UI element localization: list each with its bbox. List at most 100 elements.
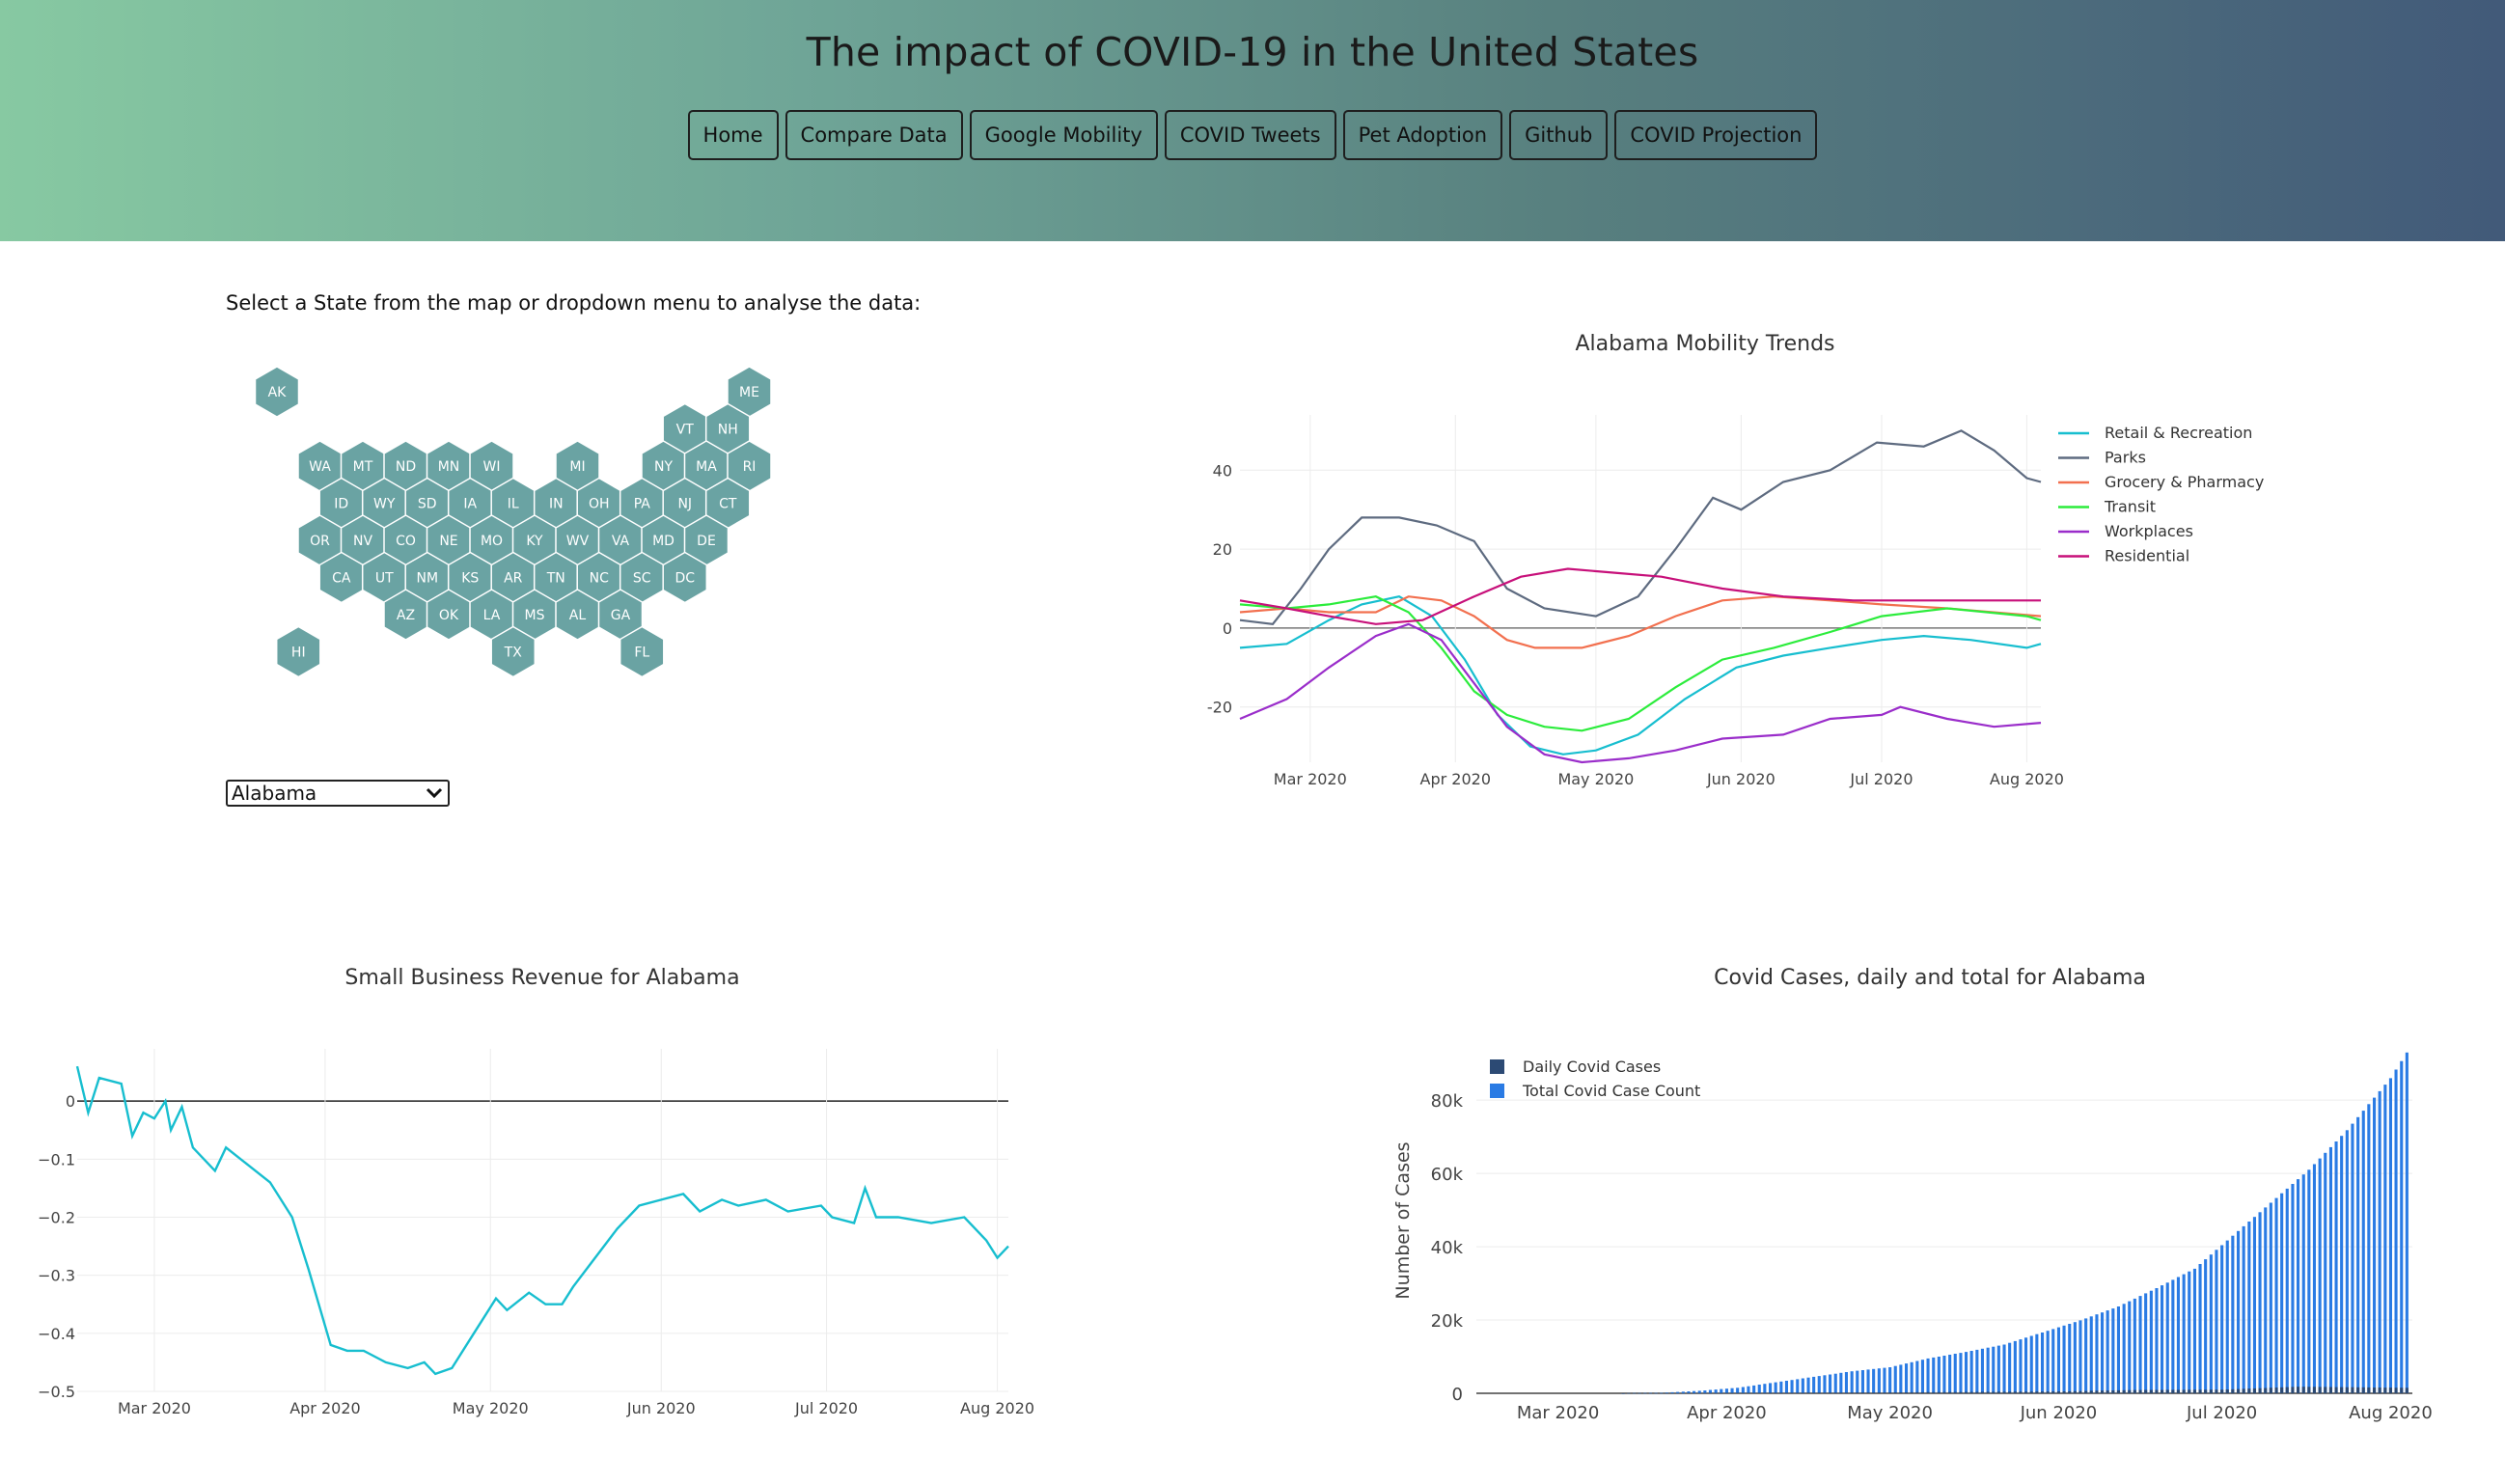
- hex-state-label: PA: [634, 497, 651, 512]
- hex-state-de[interactable]: DE: [683, 514, 729, 566]
- total-case-bar: [2345, 1130, 2349, 1393]
- total-case-bar: [2084, 1318, 2088, 1393]
- total-case-bar: [1959, 1353, 1963, 1393]
- daily-case-bar: [2285, 1387, 2289, 1393]
- hex-state-label: VA: [612, 534, 630, 549]
- hex-state-label: NC: [590, 571, 609, 587]
- hex-state-ri[interactable]: RI: [727, 440, 772, 492]
- hex-state-label: ID: [334, 497, 348, 512]
- total-case-bar: [2144, 1293, 2148, 1393]
- legend-swatch: [1490, 1059, 1504, 1074]
- daily-case-bar: [2291, 1387, 2295, 1393]
- daily-case-bar: [2106, 1390, 2109, 1393]
- hex-state-label: AK: [268, 385, 288, 400]
- total-case-bar: [2242, 1225, 2245, 1393]
- hex-state-nj[interactable]: NJ: [662, 477, 708, 530]
- total-case-bar: [2356, 1116, 2360, 1393]
- state-dropdown-value: Alabama: [232, 782, 317, 805]
- nav-github-button[interactable]: Github: [1509, 110, 1609, 160]
- daily-case-bar: [2215, 1389, 2218, 1393]
- daily-case-bar: [1741, 1392, 1745, 1393]
- hex-state-hi[interactable]: HI: [275, 625, 321, 678]
- hex-state-fl[interactable]: FL: [619, 625, 665, 678]
- hex-state-tx[interactable]: TX: [490, 625, 537, 678]
- daily-case-bar: [1860, 1392, 1864, 1393]
- hex-state-nm[interactable]: NM: [404, 551, 451, 604]
- nav-covid-projection-button[interactable]: COVID Projection: [1614, 110, 1818, 160]
- nav-google-mobility-button[interactable]: Google Mobility: [969, 110, 1158, 160]
- daily-case-bar: [2340, 1387, 2344, 1393]
- daily-case-bar: [1872, 1392, 1876, 1393]
- total-case-bar: [1665, 1392, 1668, 1393]
- legend-label: Transit: [2104, 498, 2156, 516]
- hex-state-ak[interactable]: AK: [254, 366, 300, 418]
- daily-case-bar: [2361, 1387, 2365, 1393]
- total-case-bar: [1741, 1387, 1745, 1393]
- hex-state-ga[interactable]: GA: [597, 589, 644, 641]
- x-tick-label: May 2020: [453, 1399, 529, 1417]
- hex-state-dc[interactable]: DC: [662, 551, 708, 604]
- daily-case-bar: [2068, 1390, 2072, 1393]
- x-tick-label: May 2020: [1847, 1403, 1933, 1423]
- daily-case-bar: [1693, 1392, 1696, 1394]
- hex-state-label: OH: [589, 497, 610, 512]
- total-case-bar: [1833, 1373, 1837, 1393]
- nav-compare-data-button[interactable]: Compare Data: [785, 110, 963, 160]
- state-hex-map: AK ME VT NH WA MT ND MN WI MI NY MA RI ID WY SD IA IL IN OH…: [254, 366, 772, 678]
- daily-case-bar: [2101, 1390, 2105, 1393]
- daily-case-bar: [1747, 1392, 1750, 1393]
- total-case-bar: [1948, 1355, 1952, 1393]
- total-case-bar: [2128, 1301, 2132, 1393]
- total-case-bar: [1872, 1368, 1876, 1393]
- total-case-bar: [1670, 1391, 1674, 1393]
- state-dropdown[interactable]: Alabama: [226, 780, 450, 807]
- daily-case-bar: [2122, 1389, 2126, 1393]
- hex-state-label: ND: [396, 459, 416, 475]
- hex-state-wi[interactable]: WI: [469, 440, 514, 492]
- nav-pet-adoption-button[interactable]: Pet Adoption: [1342, 110, 1503, 160]
- total-case-bar: [1937, 1357, 1941, 1393]
- legend-label: Parks: [2105, 449, 2146, 467]
- daily-case-bar: [2084, 1390, 2088, 1393]
- total-case-bar: [1697, 1390, 1701, 1393]
- total-case-bar: [2062, 1325, 2066, 1393]
- hex-state-ny[interactable]: NY: [641, 440, 686, 492]
- hex-state-va[interactable]: VA: [597, 514, 644, 566]
- x-tick-label: Aug 2020: [1990, 770, 2064, 788]
- hex-state-label: CO: [396, 534, 416, 549]
- hex-state-me[interactable]: ME: [727, 366, 772, 418]
- nav-home-button[interactable]: Home: [687, 110, 779, 160]
- nav-covid-tweets-button[interactable]: COVID Tweets: [1164, 110, 1336, 160]
- daily-case-bar: [1877, 1392, 1881, 1393]
- daily-case-bar: [2400, 1388, 2404, 1393]
- total-case-bar: [1693, 1390, 1696, 1393]
- daily-case-bar: [2024, 1391, 2028, 1393]
- hex-state-ct[interactable]: CT: [704, 477, 751, 530]
- hex-state-label: CA: [332, 571, 351, 587]
- daily-case-bar: [2388, 1388, 2392, 1393]
- total-case-bar: [1888, 1367, 1892, 1393]
- daily-case-bar: [1866, 1392, 1870, 1393]
- total-case-bar: [2008, 1342, 2012, 1393]
- daily-case-bar: [1959, 1391, 1963, 1393]
- total-case-bar: [2373, 1097, 2377, 1393]
- hex-state-oh[interactable]: OH: [576, 477, 622, 530]
- daily-case-bar: [1784, 1392, 1788, 1393]
- daily-case-bar: [1910, 1391, 1913, 1393]
- hex-state-label: MS: [525, 608, 545, 623]
- hex-state-label: RI: [743, 459, 757, 475]
- total-case-bar: [1932, 1357, 1936, 1393]
- daily-case-bar: [1752, 1392, 1756, 1393]
- daily-case-bar: [2078, 1390, 2082, 1393]
- daily-case-bar: [2041, 1391, 2045, 1393]
- series-line: [1239, 595, 2042, 649]
- total-case-bar: [2394, 1069, 2398, 1393]
- total-case-bar: [1883, 1367, 1886, 1393]
- hex-cell: [619, 625, 665, 678]
- daily-case-bar: [1850, 1392, 1854, 1393]
- daily-case-bar: [1844, 1392, 1848, 1393]
- daily-case-bar: [2198, 1389, 2202, 1393]
- total-case-bar: [2111, 1308, 2115, 1393]
- total-case-bar: [1790, 1380, 1794, 1393]
- daily-case-bar: [2247, 1388, 2251, 1393]
